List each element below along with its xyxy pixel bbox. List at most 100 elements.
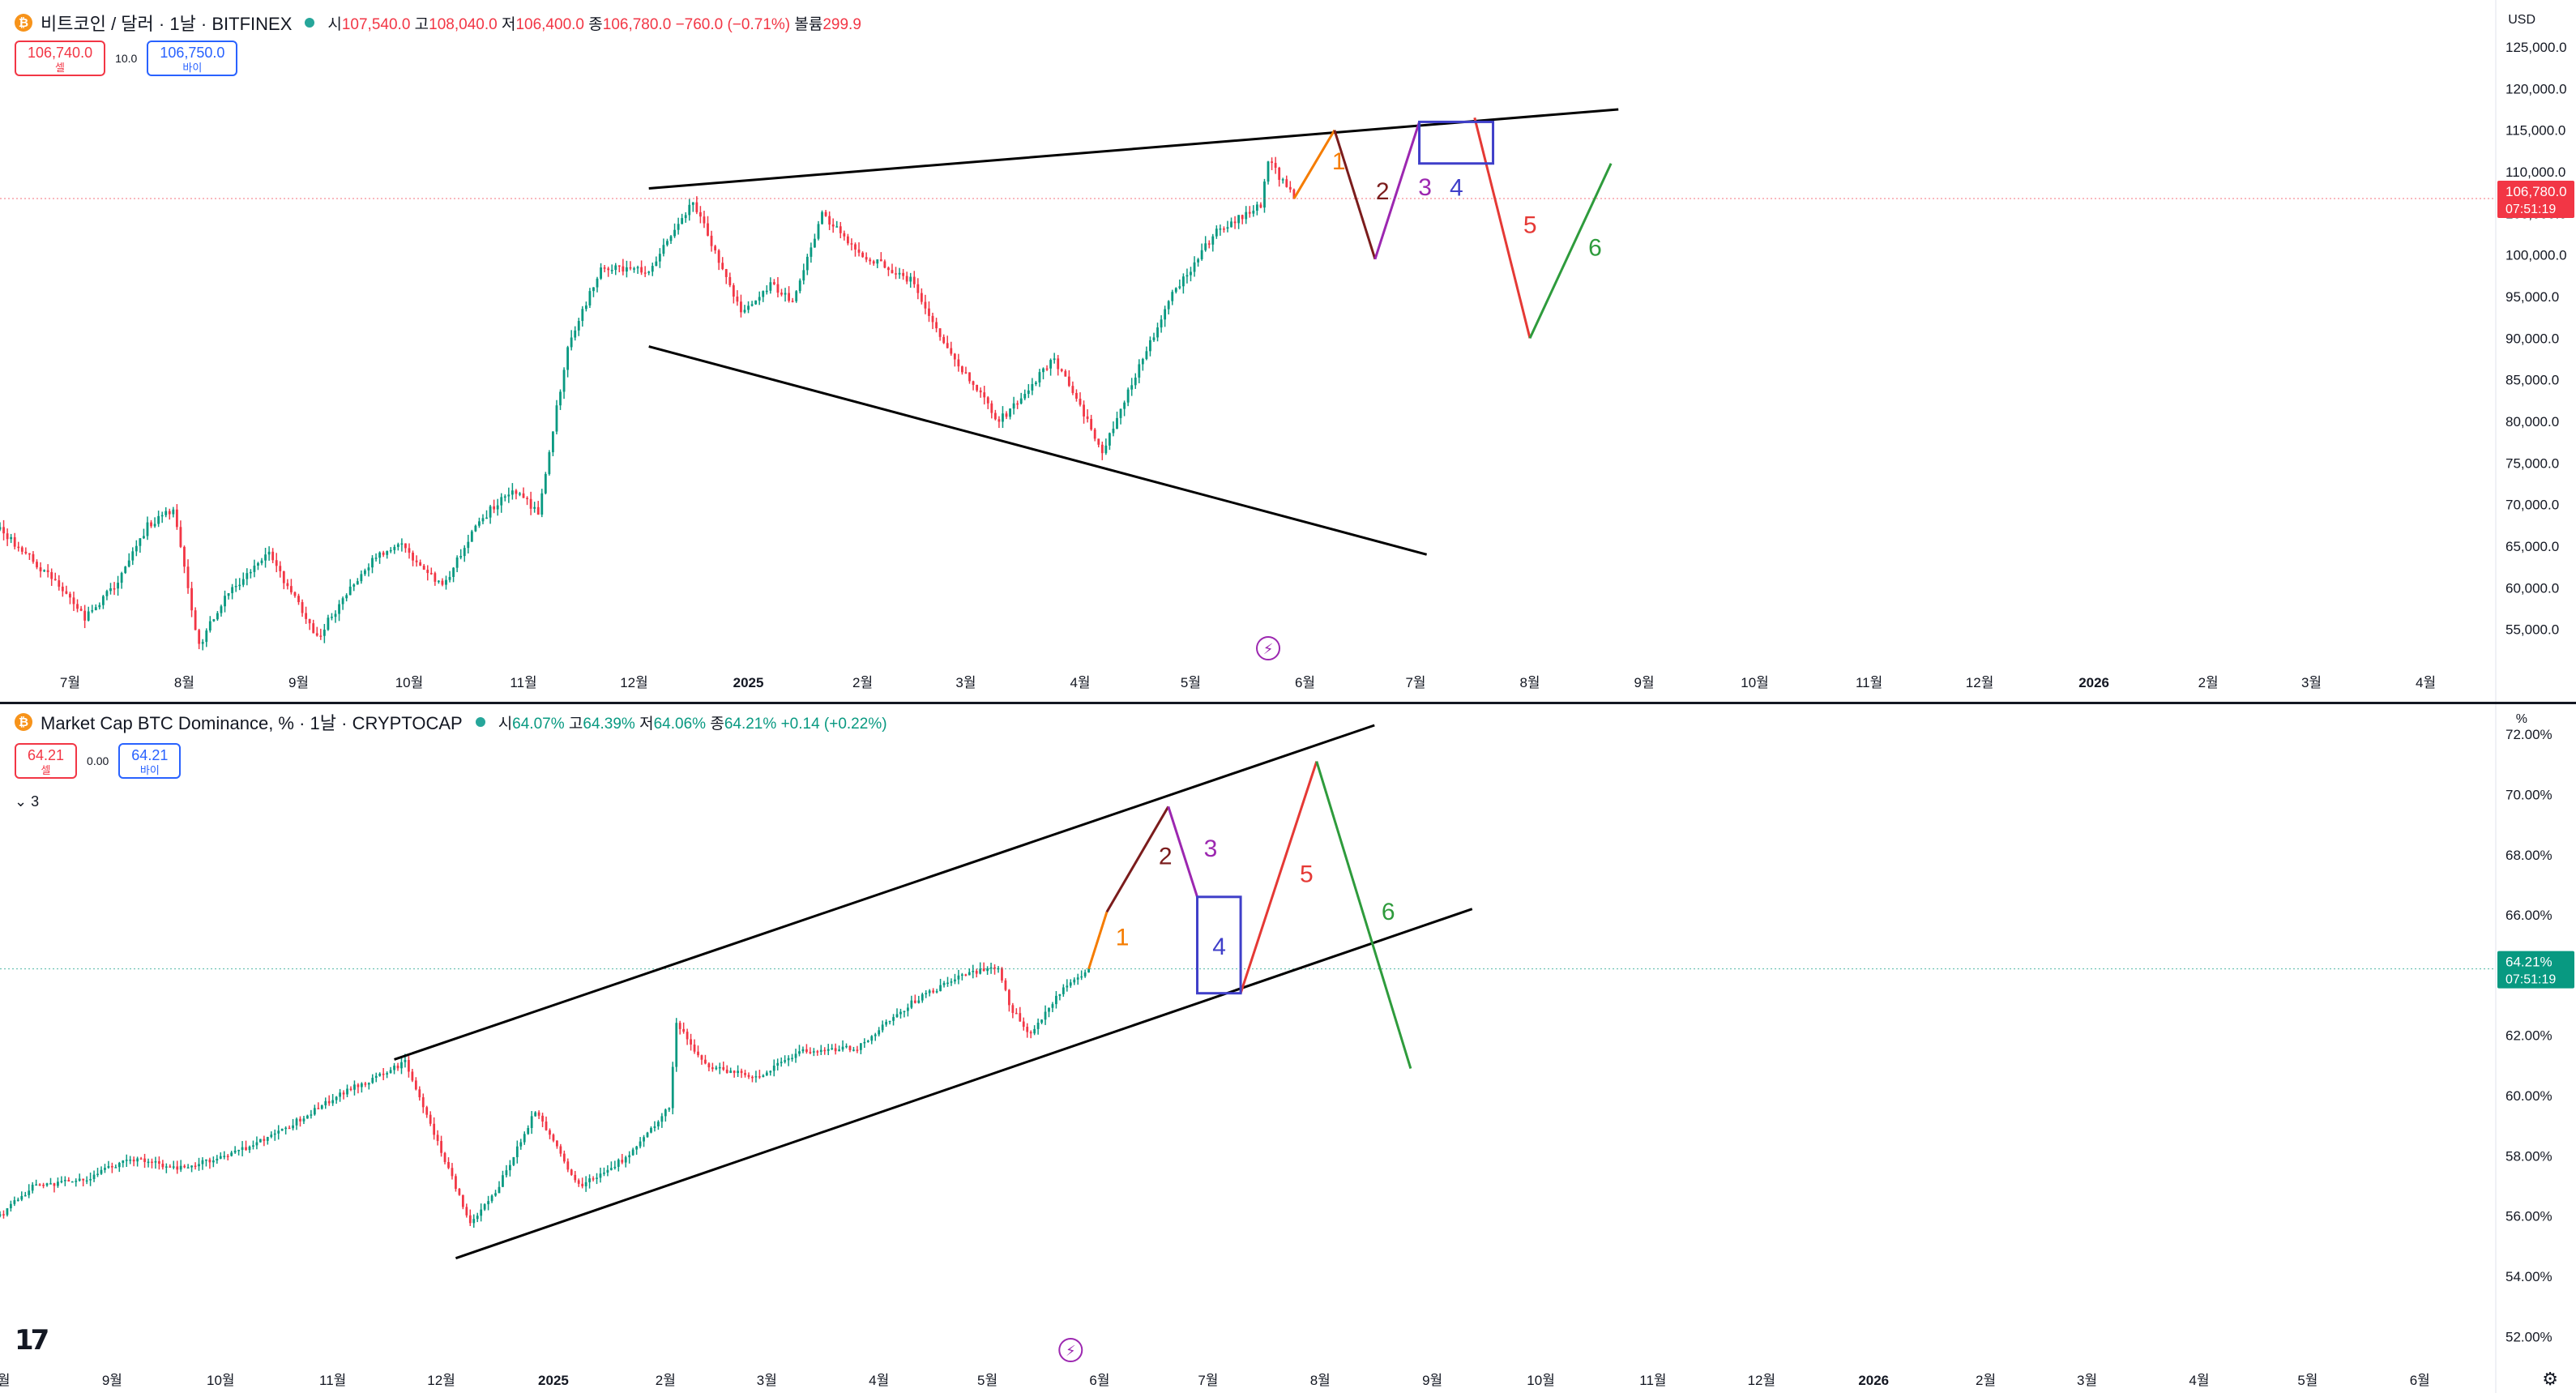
wave-segment-6[interactable] <box>1315 761 1412 1070</box>
btc-dominance-chart[interactable]: 52.00%54.00%56.00%58.00%60.00%62.00%64.0… <box>0 704 2576 1393</box>
candle-body <box>628 1155 631 1158</box>
candle-body <box>45 1183 49 1186</box>
candle-body <box>164 511 168 515</box>
candle-body <box>451 1168 454 1177</box>
trendline[interactable] <box>394 724 1375 1061</box>
candle-body <box>101 596 105 605</box>
btc-currency-selector[interactable]: USD <box>2508 13 2535 27</box>
btc-dominance-pane[interactable]: 52.00%54.00%56.00%58.00%60.00%62.00%64.0… <box>0 702 2576 1393</box>
candle-body <box>266 1137 269 1141</box>
candle-body <box>639 1141 642 1147</box>
wave-segment-5[interactable] <box>1239 761 1318 994</box>
candle-body <box>104 1168 106 1170</box>
candle-body <box>861 252 864 258</box>
candle-body <box>751 1076 754 1079</box>
candle-body <box>305 613 308 619</box>
wave-segment-6[interactable] <box>1528 163 1613 339</box>
flash-event-icon[interactable] <box>1256 636 1281 660</box>
btc-symbol-title[interactable]: 비트코인 / 달러 · 1날 · BITFINEX <box>41 14 293 34</box>
candle-body <box>364 1083 367 1085</box>
candle-body <box>396 544 399 547</box>
dominance-buy-button[interactable]: 64.21 바이 <box>118 743 182 779</box>
candle-body <box>622 266 625 272</box>
candle-body <box>257 562 259 566</box>
trendline[interactable] <box>455 908 1473 1260</box>
candle-body <box>1019 1013 1022 1022</box>
candle-body <box>621 1160 624 1163</box>
wave-segment-1[interactable] <box>1087 911 1109 970</box>
btc-sell-button[interactable]: 106,740.0 셀 <box>15 41 106 76</box>
candle-body <box>412 553 414 561</box>
candle-body <box>367 567 370 570</box>
candle-body <box>651 266 654 272</box>
candle-body <box>998 419 1001 422</box>
tradingview-logo-icon[interactable]: 17 <box>15 1324 49 1357</box>
candle-body <box>636 267 639 269</box>
candle-body <box>1190 271 1192 276</box>
candle-body <box>485 517 488 519</box>
candle-body <box>1149 340 1151 352</box>
candle-body <box>143 1158 146 1162</box>
candle-body <box>85 1180 88 1182</box>
candle-body <box>1049 360 1053 369</box>
candle-body <box>859 1043 862 1050</box>
candle-body <box>393 546 396 550</box>
wave-segment-2[interactable] <box>1105 805 1170 913</box>
x-tick-label: 4월 <box>2189 1373 2209 1388</box>
candle-body <box>698 212 702 217</box>
dominance-unit-label: % <box>2515 712 2527 726</box>
wave-segment-2[interactable] <box>1333 130 1377 260</box>
candle-body <box>939 985 942 992</box>
candle-body <box>426 570 429 574</box>
candle-body <box>512 1156 515 1165</box>
candle-body <box>1051 1004 1054 1008</box>
wave-label-3: 3 <box>1418 174 1432 201</box>
candle-body <box>831 1048 834 1049</box>
candle-body <box>607 268 610 271</box>
candle-body <box>523 1134 526 1143</box>
wave-segment-5[interactable] <box>1473 117 1532 339</box>
candle-body <box>282 570 285 583</box>
btc-price-pane[interactable]: 55,000.0 60,000.0 65,000.0 70,000.0 75,000.0… <box>0 0 2576 702</box>
btc-buy-button[interactable]: 106,750.0 바이 <box>147 41 238 76</box>
trendline[interactable] <box>648 345 1428 556</box>
candle-body <box>201 1160 204 1164</box>
y-tick-label: 52.00% <box>2506 1329 2553 1344</box>
candle-body <box>32 553 35 562</box>
wave-segment-3[interactable] <box>1167 805 1198 898</box>
candle-body <box>295 1118 298 1126</box>
x-tick-label: 2월 <box>1976 1373 1996 1388</box>
candle-body <box>146 522 149 536</box>
flash-event-icon[interactable] <box>1058 1338 1083 1362</box>
candle-body <box>24 551 28 553</box>
candle-body <box>707 1063 711 1068</box>
candle-body <box>515 1146 519 1157</box>
y-tick-label: 90,000.0 <box>2506 331 2559 346</box>
candle-body <box>208 621 211 631</box>
candle-body <box>979 390 982 393</box>
candle-body <box>315 633 318 636</box>
indicator-collapse-toggle[interactable]: ⌄ 3 <box>15 793 40 810</box>
candle-body <box>493 506 496 510</box>
dominance-symbol-title[interactable]: Market Cap BTC Dominance, % · 1날 · CRYPT… <box>41 713 463 733</box>
candle-body <box>736 296 739 302</box>
candle-body <box>629 267 632 269</box>
candle-body <box>522 493 525 498</box>
candle-body <box>1104 445 1108 454</box>
wave-box-4[interactable] <box>1196 895 1242 995</box>
candle-body <box>78 1178 81 1181</box>
candle-body <box>533 506 536 509</box>
btc-price-chart[interactable]: 55,000.0 60,000.0 65,000.0 70,000.0 75,000.0… <box>0 0 2576 702</box>
dominance-sell-button[interactable]: 64.21 셀 <box>15 743 78 779</box>
candle-body <box>212 619 216 622</box>
wave-segment-3[interactable] <box>1373 121 1420 260</box>
current-price-label: 106,780.0 <box>2506 184 2567 199</box>
candle-body <box>20 547 23 552</box>
gear-icon[interactable]: ⚙ <box>2542 1369 2558 1389</box>
current-price-label: 64.21% <box>2506 955 2553 970</box>
candle-body <box>540 493 544 515</box>
wave-segment-1[interactable] <box>1292 129 1336 199</box>
candle-body <box>717 250 720 263</box>
candle-body <box>1237 215 1241 224</box>
wave-box-4[interactable] <box>1418 120 1495 165</box>
